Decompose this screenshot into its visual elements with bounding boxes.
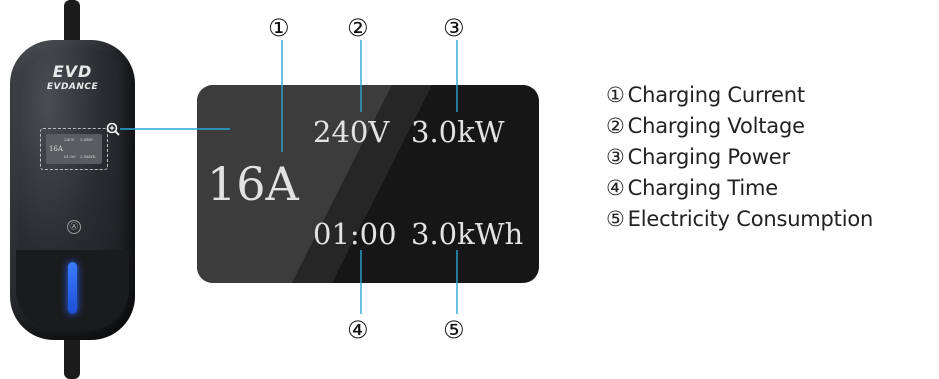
display-reflection xyxy=(197,85,432,283)
a-button: Ⓐ xyxy=(67,220,81,234)
callout-5: ⑤ xyxy=(443,316,465,344)
callout-3: ③ xyxy=(443,14,465,42)
display-time: 01:00 xyxy=(313,217,397,251)
legend-item-voltage: ② Charging Voltage xyxy=(606,111,939,142)
legend-label: Charging Voltage xyxy=(627,114,805,138)
legend-item-power: ③ Charging Power xyxy=(606,142,939,173)
legend-item-current: ① Charging Current xyxy=(606,80,939,111)
zoom-in-icon xyxy=(106,122,120,136)
mini-current: 16A xyxy=(49,145,63,153)
callout-2: ② xyxy=(347,14,369,42)
device-body: EVD EVDANCE 240V 3.0kW 16A 01:00 3.0kWh … xyxy=(10,40,135,340)
top-cable xyxy=(64,0,80,46)
legend-item-time: ④ Charging Time xyxy=(606,173,939,204)
charger-display: 16A 240V 3.0kW 01:00 3.0kWh xyxy=(197,85,539,283)
device-brand: EVDANCE xyxy=(46,82,99,92)
legend-number: ④ xyxy=(606,176,625,200)
legend-item-consumption: ⑤ Electricity Consumption xyxy=(606,204,939,235)
legend-label: Charging Power xyxy=(627,145,790,169)
legend-number: ② xyxy=(606,114,625,138)
ev-charger-device: EVD EVDANCE 240V 3.0kW 16A 01:00 3.0kWh … xyxy=(0,0,170,379)
display-current: 16A xyxy=(207,157,299,211)
legend-number: ⑤ xyxy=(606,207,625,231)
legend-number: ① xyxy=(606,83,625,107)
mini-time: 01:00 xyxy=(64,154,76,159)
callout-1: ① xyxy=(268,14,290,42)
legend-label: Charging Current xyxy=(627,83,805,107)
legend-label: Charging Time xyxy=(627,176,779,200)
legend-label: Electricity Consumption xyxy=(627,207,874,231)
callout-4: ④ xyxy=(347,316,369,344)
device-logo: EVD xyxy=(52,62,93,81)
legend: ① Charging Current ② Charging Voltage ③ Cha… xyxy=(606,80,939,235)
mini-power: 3.0kW xyxy=(80,137,93,142)
mini-voltage: 240V xyxy=(64,137,75,142)
display-power: 3.0kW xyxy=(411,115,505,149)
status-led xyxy=(68,262,77,314)
display-energy: 3.0kWh xyxy=(411,217,524,251)
mini-screen: 240V 3.0kW 16A 01:00 3.0kWh xyxy=(46,134,102,164)
display-voltage: 240V xyxy=(313,115,390,149)
bottom-cable xyxy=(64,330,80,379)
mini-energy: 3.0kWh xyxy=(80,154,96,159)
legend-number: ③ xyxy=(606,145,625,169)
mini-screen-highlight: 240V 3.0kW 16A 01:00 3.0kWh xyxy=(40,128,108,170)
